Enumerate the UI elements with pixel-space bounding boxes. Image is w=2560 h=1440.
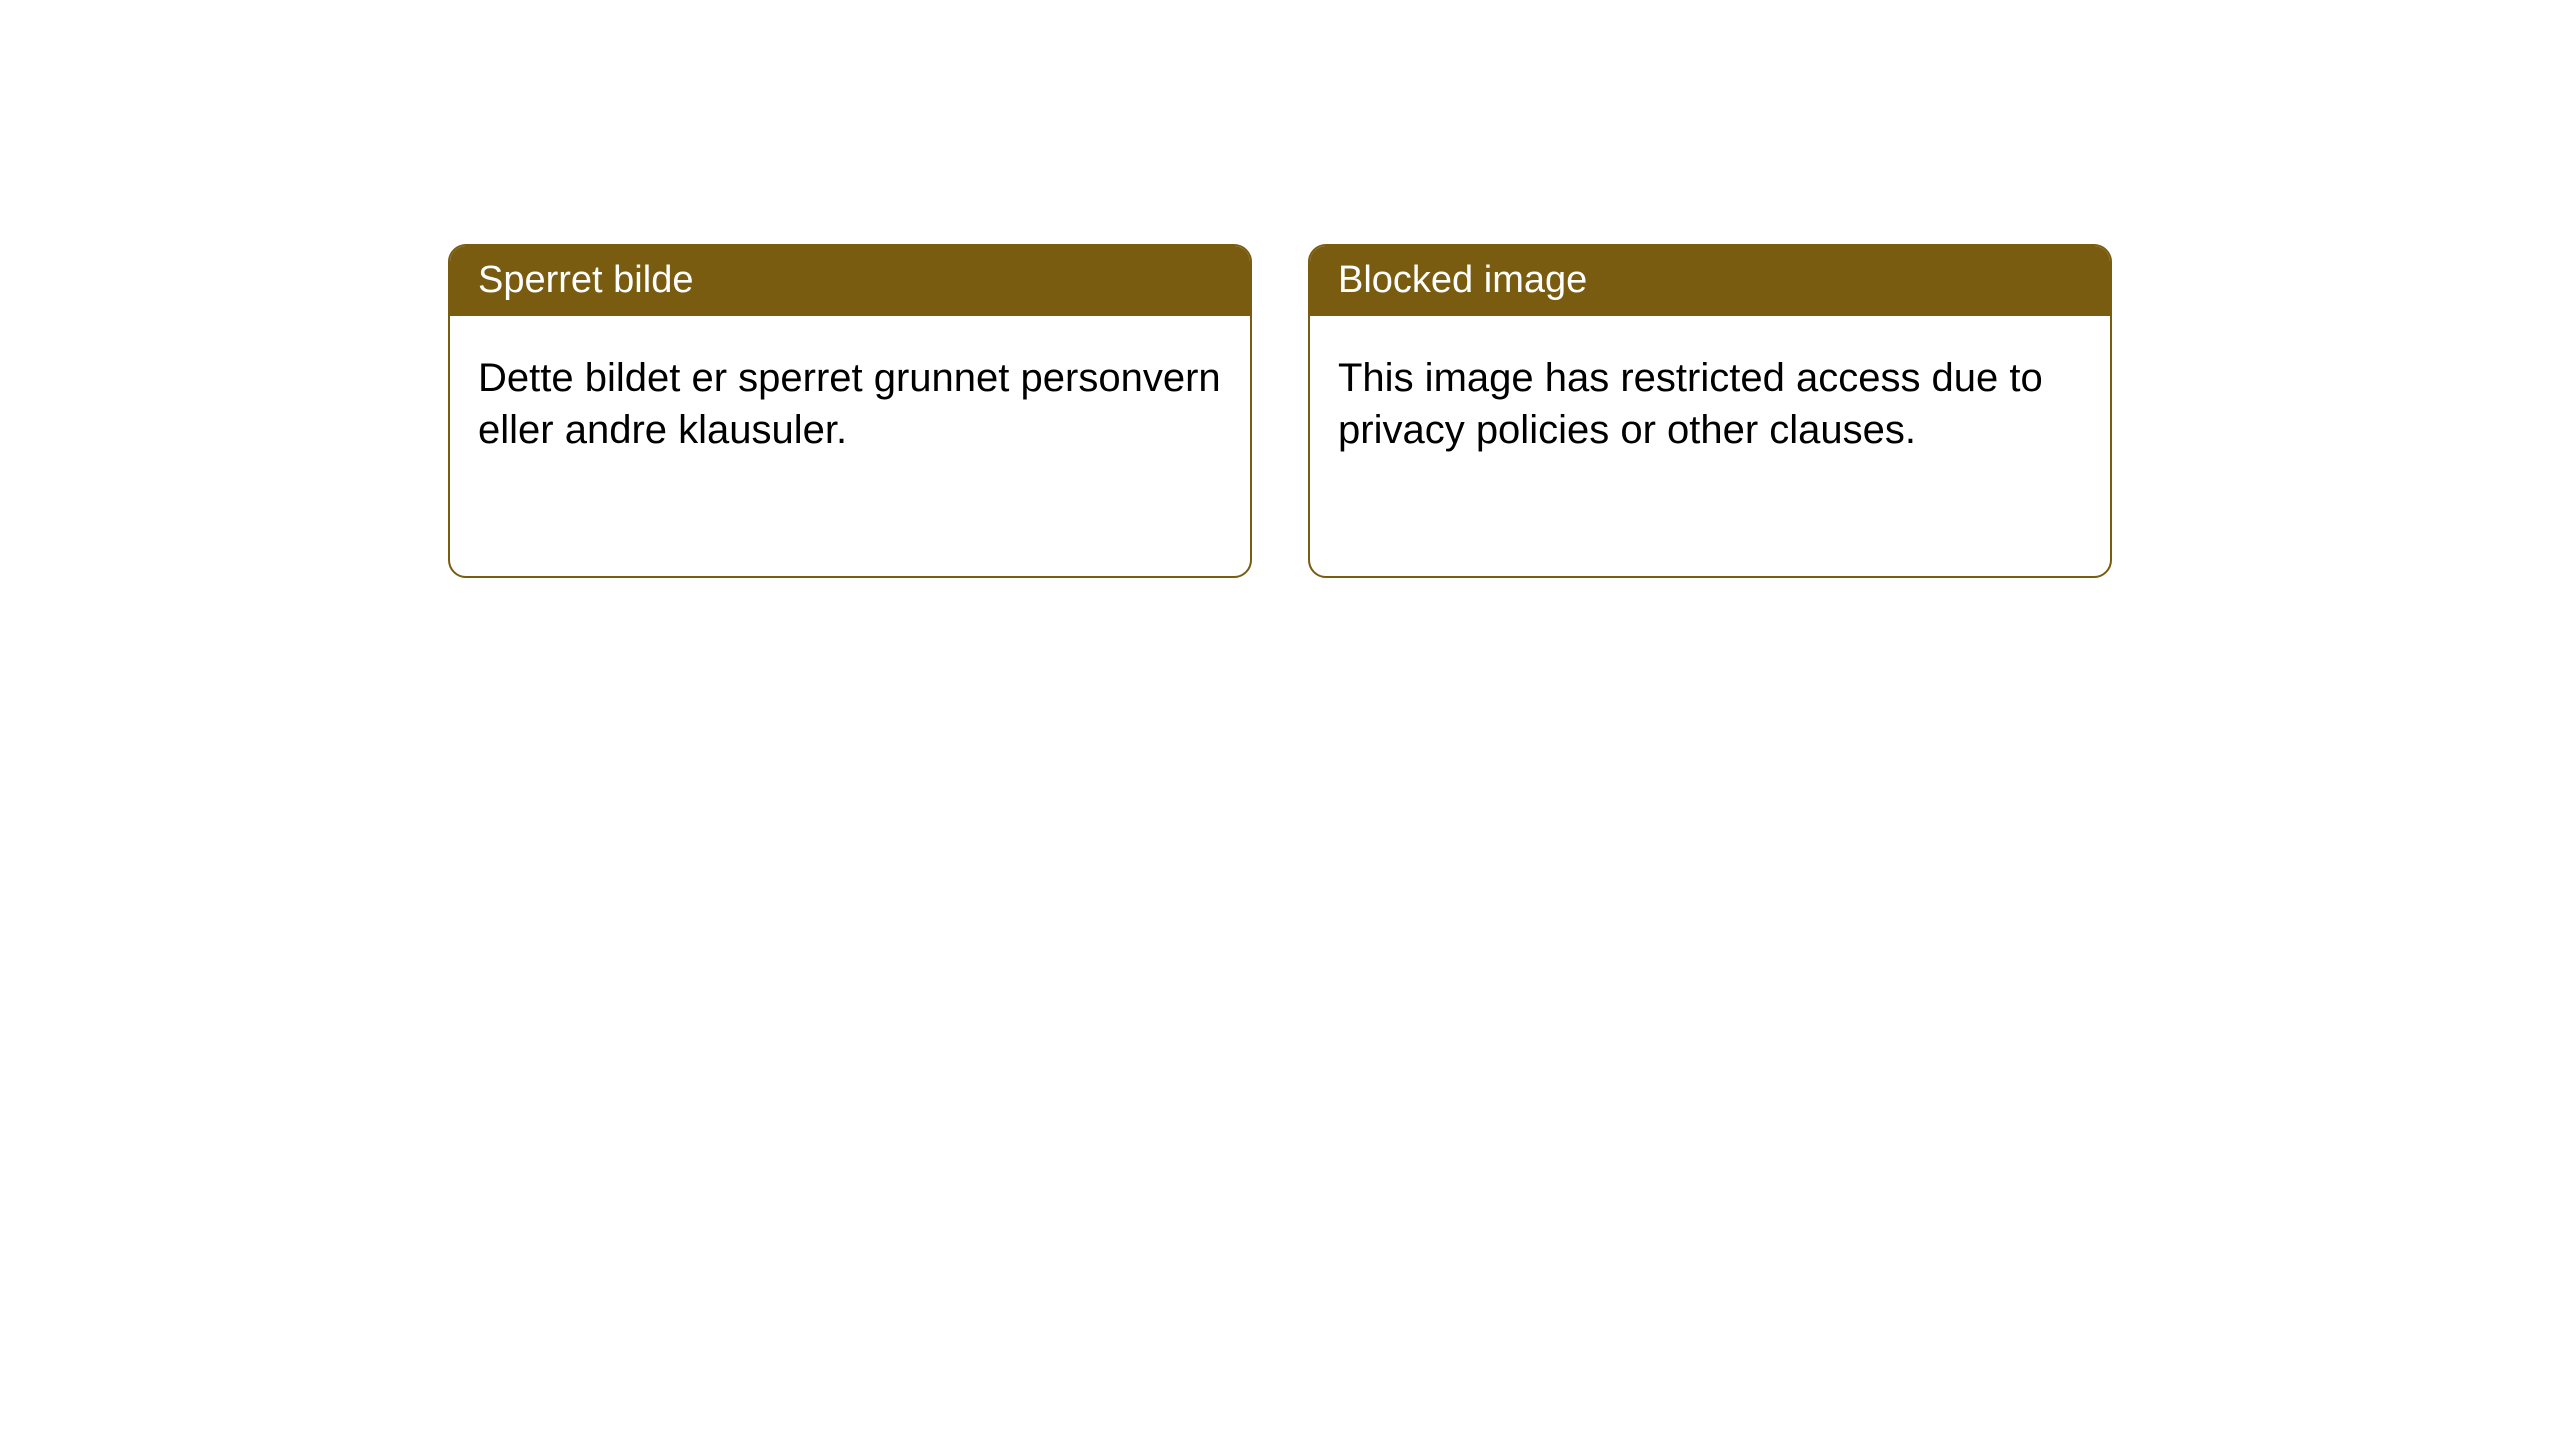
notice-title: Sperret bilde bbox=[450, 246, 1250, 316]
notice-card-english: Blocked image This image has restricted … bbox=[1308, 244, 2112, 578]
notice-body: Dette bildet er sperret grunnet personve… bbox=[450, 316, 1250, 492]
notice-body: This image has restricted access due to … bbox=[1310, 316, 2110, 492]
notice-title: Blocked image bbox=[1310, 246, 2110, 316]
notice-container: Sperret bilde Dette bildet er sperret gr… bbox=[0, 0, 2560, 578]
notice-card-norwegian: Sperret bilde Dette bildet er sperret gr… bbox=[448, 244, 1252, 578]
